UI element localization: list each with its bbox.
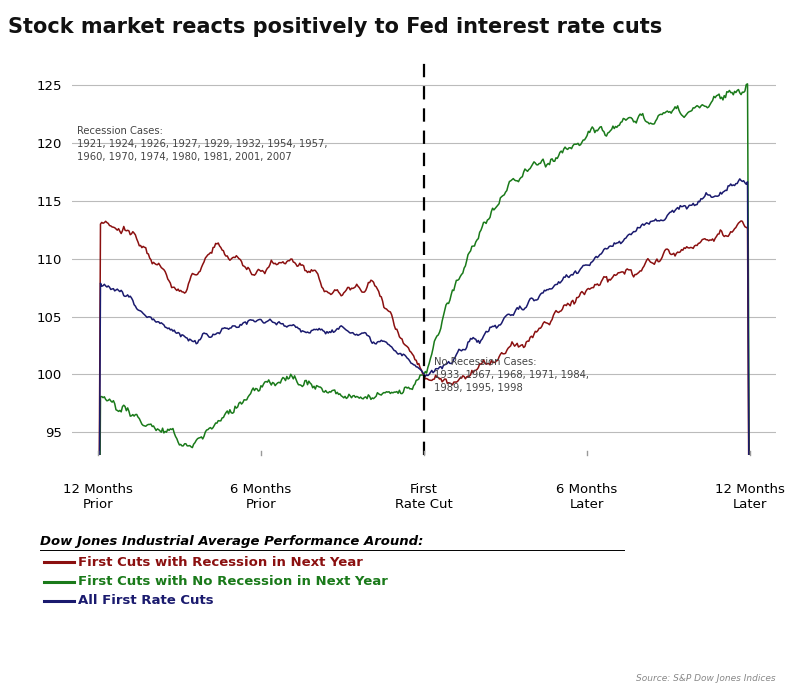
Text: Dow Jones Industrial Average Performance Around:: Dow Jones Industrial Average Performance… (40, 535, 423, 548)
Text: 6 Months
Prior: 6 Months Prior (230, 483, 291, 511)
Text: First Cuts with Recession in Next Year: First Cuts with Recession in Next Year (78, 556, 363, 569)
Text: First
Rate Cut: First Rate Cut (395, 483, 453, 511)
Text: 12 Months
Later: 12 Months Later (715, 483, 785, 511)
Text: Source: S&P Dow Jones Indices: Source: S&P Dow Jones Indices (636, 674, 776, 683)
Text: All First Rate Cuts: All First Rate Cuts (78, 595, 214, 607)
Text: No Recession Cases:
1933, 1967, 1968, 1971, 1984,
1989, 1995, 1998: No Recession Cases: 1933, 1967, 1968, 19… (434, 357, 590, 393)
Text: First Cuts with No Recession in Next Year: First Cuts with No Recession in Next Yea… (78, 575, 388, 588)
Text: Stock market reacts positively to Fed interest rate cuts: Stock market reacts positively to Fed in… (8, 17, 662, 37)
Text: 12 Months
Prior: 12 Months Prior (63, 483, 133, 511)
Text: 6 Months
Later: 6 Months Later (557, 483, 618, 511)
Text: Recession Cases:
1921, 1924, 1926, 1927, 1929, 1932, 1954, 1957,
1960, 1970, 197: Recession Cases: 1921, 1924, 1926, 1927,… (77, 126, 328, 162)
